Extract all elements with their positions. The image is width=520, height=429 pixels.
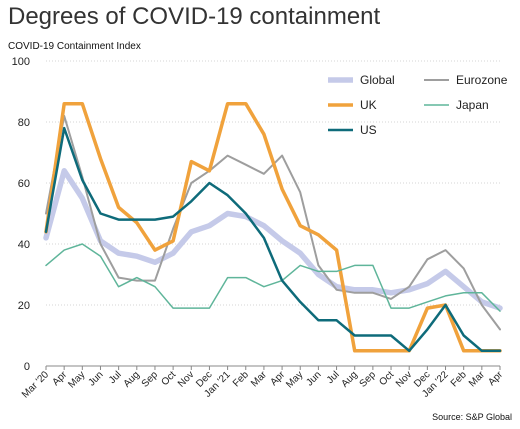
series-line-japan [45, 243, 501, 312]
x-tick-label: Feb [231, 369, 251, 389]
legend-label-global: Global [360, 73, 395, 87]
x-tick-label: Jun [86, 369, 105, 388]
grid [46, 60, 500, 306]
y-axis-label: COVID-19 Containment Index [8, 41, 141, 52]
x-tick-label: Jun [304, 369, 323, 388]
source-note: Source: S&P Global [432, 412, 512, 422]
x-tick-label: Mar '20 [20, 369, 51, 400]
x-tick-label: Jul [107, 369, 124, 386]
y-tick-label: 60 [18, 178, 30, 190]
series-line-us [44, 126, 502, 353]
x-tick-label: Oct [377, 369, 396, 388]
x-tick-label: Sep [140, 369, 161, 390]
series-line-uk [44, 101, 502, 353]
y-tick-label: 100 [12, 56, 30, 68]
y-tick-label: 20 [18, 300, 30, 312]
legend-label-japan: Japan [456, 98, 489, 112]
x-tick-label: Aug [122, 369, 142, 389]
x-tick-label: Apr [268, 369, 287, 388]
x-tick-label: Oct [159, 369, 178, 388]
series-lines [43, 101, 503, 353]
x-tick-label: Aug [339, 369, 359, 389]
y-tick-label: 80 [18, 117, 30, 129]
series-line-eurozone [45, 114, 501, 331]
chart-title: Degrees of COVID-19 containment [8, 3, 381, 30]
x-tick-label: May [284, 369, 305, 390]
x-tick-label: Feb [449, 369, 469, 389]
x-tick-label: Apr [50, 369, 69, 388]
legend: Global Eurozone UK Japan US [328, 73, 508, 137]
x-tick-label: Nov [394, 369, 414, 389]
series-line-global [43, 168, 503, 311]
y-tick-label: 0 [24, 361, 30, 373]
x-tick-label: Mar [467, 369, 487, 389]
x-tick-label: May [66, 369, 87, 390]
x-tick-label: Nov [176, 369, 196, 389]
x-tick-label: Apr [486, 369, 505, 388]
x-tick-label: Jul [325, 369, 342, 386]
x-tick-label: Mar [249, 369, 269, 389]
legend-label-eurozone: Eurozone [456, 73, 508, 87]
legend-label-uk: UK [360, 98, 377, 112]
y-tick-label: 40 [18, 239, 30, 251]
x-tick-label: Sep [358, 369, 379, 390]
legend-label-us: US [360, 123, 377, 137]
